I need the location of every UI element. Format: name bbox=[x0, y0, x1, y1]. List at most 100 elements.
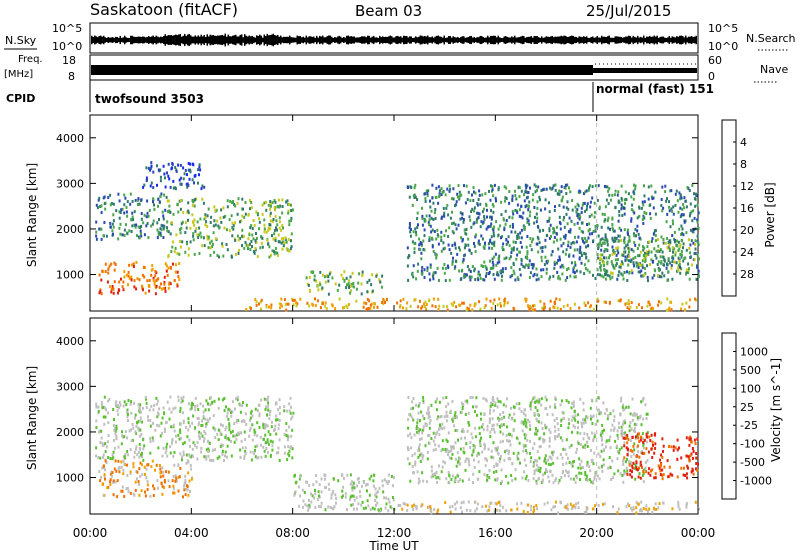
echo-cell bbox=[504, 222, 507, 226]
echo-cell bbox=[669, 261, 672, 265]
echo-cell bbox=[130, 278, 133, 282]
echo-cell bbox=[165, 448, 168, 452]
echo-cell bbox=[635, 412, 638, 416]
echo-cell bbox=[226, 414, 229, 418]
echo-cell bbox=[226, 199, 229, 203]
echo-cell bbox=[645, 440, 648, 444]
echo-cell bbox=[577, 420, 579, 424]
echo-cell bbox=[485, 204, 488, 207]
echo-cell bbox=[293, 493, 296, 497]
echo-cell bbox=[295, 301, 298, 305]
nsky-sample bbox=[266, 33, 268, 47]
echo-cell bbox=[458, 303, 460, 307]
echo-cell bbox=[412, 397, 415, 400]
echo-cell bbox=[137, 480, 140, 483]
echo-cell bbox=[239, 448, 242, 452]
echo-cell bbox=[207, 420, 210, 423]
echo-cell bbox=[104, 207, 107, 211]
echo-cell bbox=[483, 413, 486, 417]
echo-cell bbox=[207, 449, 210, 453]
echo-cell bbox=[390, 475, 393, 478]
echo-cell bbox=[425, 423, 428, 427]
echo-cell bbox=[421, 265, 424, 269]
echo-cell bbox=[642, 480, 645, 484]
echo-cell bbox=[510, 230, 513, 234]
echo-cell bbox=[688, 247, 691, 250]
echo-cell bbox=[207, 439, 209, 443]
echo-cell bbox=[456, 195, 459, 199]
echo-cell bbox=[438, 400, 441, 404]
echo-cell bbox=[245, 423, 248, 426]
echo-cell bbox=[441, 427, 444, 431]
echo-cell bbox=[508, 190, 511, 193]
echo-cell bbox=[263, 449, 266, 453]
echo-cell bbox=[508, 413, 511, 417]
echo-cell bbox=[332, 489, 335, 493]
echo-cell bbox=[420, 306, 423, 310]
echo-cell bbox=[112, 287, 115, 291]
echo-cell bbox=[311, 494, 314, 498]
echo-cell bbox=[633, 448, 636, 452]
echo-cell bbox=[648, 240, 651, 244]
echo-cell bbox=[548, 428, 551, 432]
echo-cell bbox=[180, 226, 183, 230]
echo-cell bbox=[605, 439, 608, 443]
echo-cell bbox=[462, 220, 465, 224]
echo-cell bbox=[489, 198, 492, 202]
nsky-sample bbox=[650, 36, 652, 44]
echo-cell bbox=[276, 223, 279, 227]
echo-cell bbox=[115, 469, 118, 473]
nsky-sample bbox=[386, 36, 388, 44]
echo-cell bbox=[109, 225, 112, 229]
echo-cell bbox=[562, 265, 565, 269]
nsky-sample bbox=[412, 37, 414, 43]
echo-cell bbox=[182, 395, 185, 399]
echo-cell bbox=[641, 259, 644, 263]
echo-cell bbox=[683, 220, 686, 224]
echo-cell bbox=[328, 488, 331, 491]
echo-cell bbox=[570, 219, 573, 223]
echo-cell bbox=[217, 397, 220, 401]
echo-cell bbox=[482, 428, 485, 432]
echo-cell bbox=[630, 217, 633, 221]
echo-cell bbox=[268, 413, 271, 417]
echo-cell bbox=[507, 432, 510, 436]
echo-cell bbox=[671, 219, 674, 223]
echo-cell bbox=[640, 206, 643, 210]
echo-cell bbox=[151, 459, 154, 463]
echo-cell bbox=[149, 168, 152, 172]
echo-cell bbox=[529, 237, 532, 240]
nsky-sample bbox=[569, 36, 571, 44]
echo-cell bbox=[140, 198, 143, 202]
colorbar-tick-label: 28 bbox=[740, 268, 754, 281]
echo-cell bbox=[606, 219, 609, 223]
echo-cell bbox=[156, 221, 159, 225]
echo-cell bbox=[414, 463, 417, 467]
echo-region bbox=[98, 459, 194, 499]
echo-cell bbox=[291, 456, 294, 460]
echo-cell bbox=[100, 204, 103, 208]
echo-cell bbox=[267, 451, 269, 454]
echo-cell bbox=[623, 198, 626, 202]
echo-cell bbox=[249, 198, 251, 202]
echo-cell bbox=[250, 411, 253, 415]
echo-cell bbox=[175, 476, 178, 480]
echo-cell bbox=[273, 206, 276, 210]
echo-cell bbox=[676, 239, 679, 243]
echo-cell bbox=[591, 415, 594, 419]
echo-cell bbox=[671, 256, 674, 260]
nsky-sample bbox=[275, 35, 277, 45]
echo-cell bbox=[179, 406, 182, 410]
echo-cell bbox=[224, 435, 227, 439]
echo-cell bbox=[569, 245, 572, 249]
echo-cell bbox=[471, 453, 474, 457]
echo-cell bbox=[571, 208, 574, 212]
echo-cell bbox=[182, 421, 185, 425]
echo-cell bbox=[105, 445, 108, 449]
echo-cell bbox=[618, 234, 621, 238]
echo-cell bbox=[496, 423, 499, 427]
echo-cell bbox=[134, 480, 137, 484]
echo-cell bbox=[513, 272, 516, 276]
echo-cell bbox=[131, 200, 134, 203]
echo-cell bbox=[502, 403, 505, 407]
